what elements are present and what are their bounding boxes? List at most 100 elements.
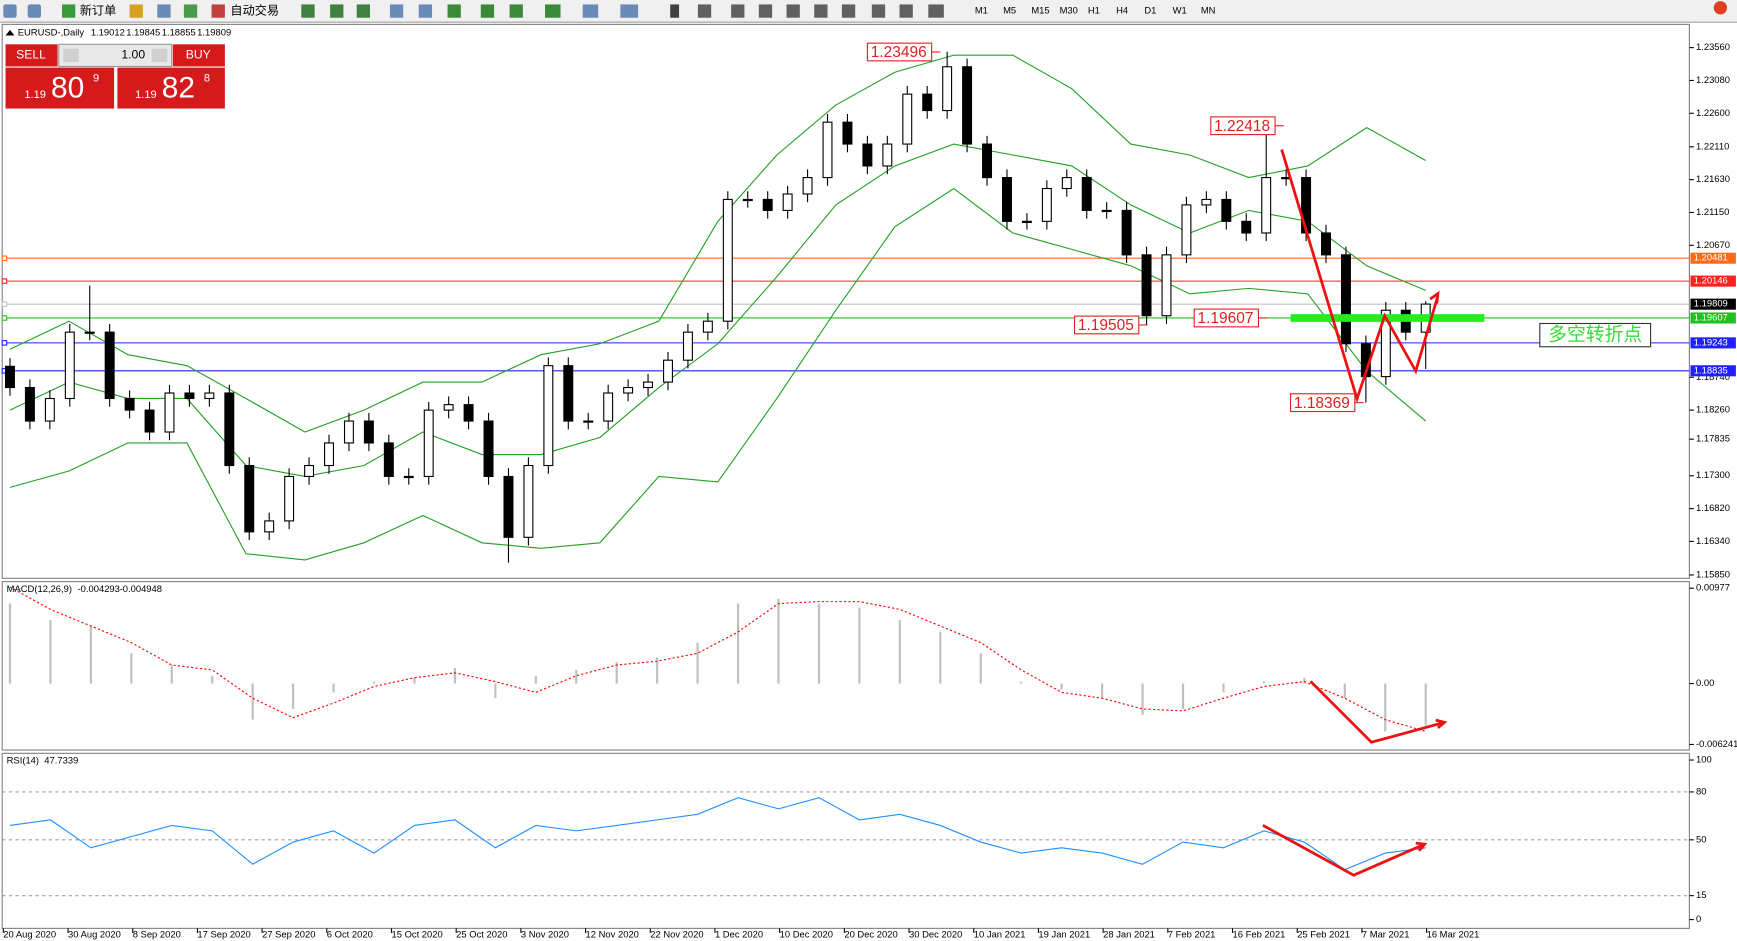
icon[interactable]: [928, 4, 944, 18]
buy-button[interactable]: [172, 44, 225, 67]
sell-button[interactable]: [5, 44, 58, 67]
icon[interactable]: [27, 4, 41, 18]
candle-body: [383, 442, 394, 478]
x-tick-label: 1 Dec 2020: [715, 929, 763, 940]
icon[interactable]: [480, 4, 495, 18]
icon[interactable]: [620, 4, 639, 18]
level-marker: [1, 278, 8, 284]
candle-body: [822, 121, 833, 179]
icon[interactable]: [545, 4, 561, 18]
x-tick-label: 19 Jan 2021: [1038, 929, 1090, 940]
icon[interactable]: [330, 4, 344, 18]
icon[interactable]: [731, 4, 745, 18]
candle-body: [184, 392, 195, 400]
icon[interactable]: [841, 4, 856, 18]
lot-box[interactable]: [58, 43, 173, 68]
candle-body: [363, 420, 374, 444]
macd-pane: [1, 581, 1690, 751]
price-pane: [1, 23, 1690, 579]
candle-body: [802, 177, 813, 195]
rsi-title: RSI(14): [7, 755, 39, 766]
timeframe[interactable]: H4: [1116, 5, 1128, 16]
toolbar: [0, 0, 1737, 23]
candle-body: [1061, 177, 1072, 190]
timeframe[interactable]: MN: [1201, 5, 1216, 16]
ask-point: 8: [204, 73, 210, 85]
new-order[interactable]: 新订单: [80, 2, 117, 17]
icon[interactable]: [670, 4, 680, 18]
candle-body: [1101, 209, 1112, 213]
icon[interactable]: [62, 4, 76, 18]
icon[interactable]: [211, 4, 225, 18]
level-label: 1.19809: [1694, 298, 1728, 309]
candle-body: [284, 475, 295, 522]
icon[interactable]: [157, 4, 171, 18]
level-label: 1.19243: [1694, 336, 1728, 347]
bid-box[interactable]: [5, 67, 115, 109]
timeframe[interactable]: M1: [975, 5, 988, 16]
header-value: 1.18855: [162, 27, 196, 38]
icon[interactable]: [582, 4, 599, 18]
timeframe[interactable]: M15: [1031, 5, 1049, 16]
icon[interactable]: [786, 4, 800, 18]
icon[interactable]: [418, 4, 433, 18]
icon[interactable]: [301, 4, 315, 18]
timeframe[interactable]: W1: [1173, 5, 1187, 16]
lot-up[interactable]: [151, 48, 168, 63]
timeframe[interactable]: M30: [1060, 5, 1078, 16]
ask-box[interactable]: [117, 67, 225, 109]
header-symbol: EURUSD-,Daily: [18, 27, 85, 38]
icon[interactable]: [509, 4, 523, 18]
y-tick-label: 1.23560: [1696, 41, 1730, 52]
x-tick-label: 17 Sep 2020: [197, 929, 250, 940]
icon[interactable]: [697, 4, 712, 18]
band-lower: [9, 187, 1427, 561]
lot-down[interactable]: [63, 48, 79, 63]
x-tick-label: 16 Mar 2021: [1427, 929, 1480, 940]
icon[interactable]: [447, 4, 461, 18]
candle-body: [1221, 198, 1232, 222]
icon[interactable]: [3, 4, 17, 18]
auto-trading[interactable]: 自动交易: [230, 2, 279, 17]
icon[interactable]: [129, 4, 143, 18]
bid-big: 80: [51, 72, 84, 105]
sell-label[interactable]: SELL: [16, 48, 46, 62]
candle-body: [583, 420, 594, 423]
candle-body: [304, 464, 315, 478]
candle-body: [4, 365, 15, 389]
icon[interactable]: [899, 4, 913, 18]
candle-body: [423, 409, 434, 478]
level-tag: [1690, 337, 1736, 349]
y-tick-label: 1.18260: [1696, 404, 1730, 415]
level-marker: [1, 301, 8, 307]
level-tag: [1690, 252, 1736, 264]
icon[interactable]: [356, 4, 370, 18]
x-tick-label: 30 Aug 2020: [68, 929, 121, 940]
timeframe[interactable]: D1: [1144, 5, 1156, 16]
timeframe[interactable]: M5: [1003, 5, 1016, 16]
notification[interactable]: [1713, 1, 1728, 15]
candle-body: [722, 198, 733, 322]
icon[interactable]: [758, 4, 773, 18]
candle-body: [483, 420, 494, 478]
buy-label[interactable]: BUY: [186, 48, 211, 62]
candle-body: [124, 397, 135, 411]
lot[interactable]: 1.00: [121, 48, 145, 62]
candle-body: [942, 66, 953, 112]
x-tick-label: 15 Oct 2020: [391, 929, 442, 940]
icon[interactable]: [871, 4, 886, 18]
icon[interactable]: [389, 4, 404, 18]
candle-body: [343, 420, 354, 444]
icon[interactable]: [183, 4, 198, 18]
candle-body: [1321, 232, 1331, 256]
x-tick-label: 25 Feb 2021: [1297, 929, 1350, 940]
candle-body: [1021, 220, 1032, 224]
candle-body: [1141, 254, 1152, 317]
candle-body: [204, 392, 215, 400]
icon[interactable]: [814, 4, 828, 18]
annotation-box: [1539, 322, 1652, 348]
ask-prefix: 1.19: [135, 89, 157, 101]
timeframe[interactable]: H1: [1088, 5, 1100, 16]
bid-prefix: 1.19: [24, 89, 46, 101]
candle-body: [1121, 209, 1132, 256]
